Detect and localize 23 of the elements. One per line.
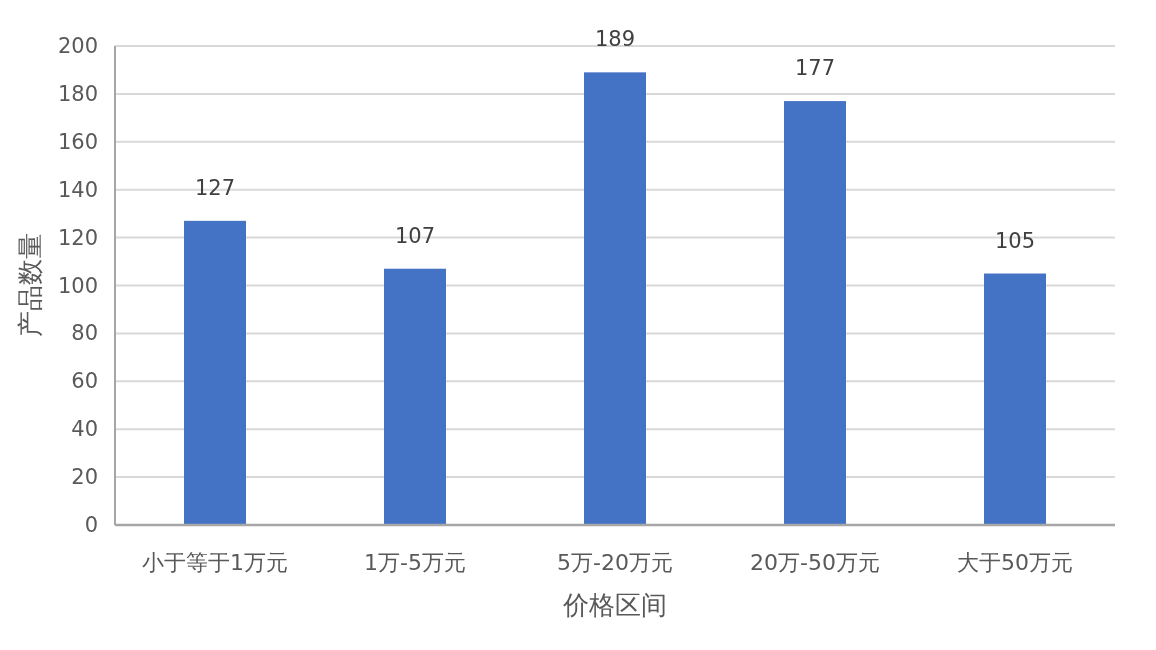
y-tick-label: 80 bbox=[71, 321, 98, 346]
y-tick-label: 140 bbox=[57, 177, 98, 202]
data-label: 127 bbox=[194, 175, 236, 200]
y-tick-label: 20 bbox=[71, 465, 98, 490]
y-tick-label: 40 bbox=[71, 417, 98, 442]
x-tick-label: 1万-5万元 bbox=[364, 549, 466, 575]
data-label: 107 bbox=[394, 223, 436, 248]
y-axis-title: 产品数量 bbox=[15, 233, 45, 337]
y-tick-label: 160 bbox=[57, 129, 98, 154]
y-tick-label: 60 bbox=[71, 369, 98, 394]
x-axis-title: 价格区间 bbox=[562, 590, 667, 620]
x-tick-label: 20万-50万元 bbox=[750, 549, 880, 575]
y-tick-label: 120 bbox=[57, 225, 98, 250]
x-tick-label: 大于50万元 bbox=[957, 549, 1073, 575]
y-tick-label: 200 bbox=[57, 34, 98, 58]
y-tick-label: 180 bbox=[57, 81, 98, 106]
x-tick-label: 5万-20万元 bbox=[557, 549, 673, 575]
data-label: 105 bbox=[994, 228, 1036, 253]
data-label: 189 bbox=[594, 27, 636, 52]
data-label: 177 bbox=[794, 56, 836, 81]
y-tick-label: 0 bbox=[84, 513, 98, 537]
y-tick-label: 100 bbox=[57, 273, 98, 298]
x-tick-label: 小于等于1万元 bbox=[142, 549, 288, 575]
